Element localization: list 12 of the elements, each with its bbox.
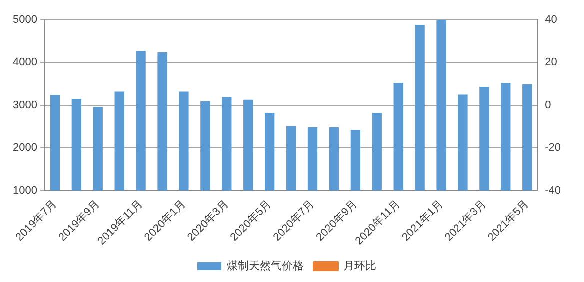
y-tick-label: 4000 (12, 56, 38, 69)
y-tick-label: 2000 (12, 142, 38, 154)
y2-tick-label: 40 (545, 14, 558, 26)
y-tick-label: 3000 (12, 99, 38, 112)
legend-label: 煤制天然气价格 (227, 260, 304, 273)
y2-tick-label: 0 (545, 99, 552, 112)
y-tick-label: 5000 (12, 14, 38, 26)
y2-tick-label: -20 (545, 142, 562, 154)
y2-tick-label: -40 (545, 184, 562, 197)
legend-label: 月环比 (344, 260, 376, 273)
y2-tick-label: 20 (545, 56, 558, 69)
y-tick-label: 1000 (12, 184, 38, 197)
